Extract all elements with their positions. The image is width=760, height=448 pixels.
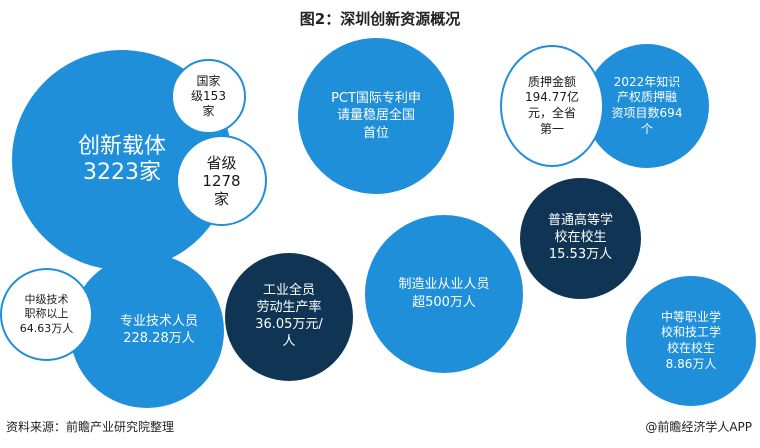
bubble-provincial-level: 省级 1278 家 (176, 135, 267, 226)
bubble-innovation-carriers-text: 创新载体 3223家 (77, 133, 166, 185)
bubble-ip-pledge-projects-text: 2022年知识 产权质押融 资项目数694 个 (611, 74, 683, 136)
bubble-industrial-productivity: 工业全员 劳动生产率 36.05万元/ 人 (225, 253, 353, 381)
bubble-pct: PCT国际专利申 请量稳居全国 首位 (298, 38, 454, 194)
bubble-pledge-amount-text: 质押金额 194.77亿 元，全省 第一 (525, 74, 579, 136)
bubble-general-college-students: 普通高等学 校在校生 15.53万人 (520, 178, 641, 299)
diagram-title: 图2：深圳创新资源概况 (299, 10, 461, 28)
bubble-pct-text: PCT国际专利申 请量稳居全国 首位 (331, 90, 421, 141)
bubble-vocational-students-text: 中等职业学 校和技工学 校在校生 8.86万人 (660, 309, 721, 371)
bubble-manufacturing-workers: 制造业从业人员 超500万人 (365, 215, 523, 373)
bubble-professional-tech-text: 专业技术人员 228.28万人 (119, 314, 198, 346)
bubble-vocational-students: 中等职业学 校和技工学 校在校生 8.86万人 (626, 276, 756, 406)
bubble-pledge-amount: 质押金额 194.77亿 元，全省 第一 (500, 45, 604, 167)
bubble-mid-level-tech-text: 中级技术 职称以上 64.63万人 (19, 293, 74, 335)
bubble-provincial-level-text: 省级 1278 家 (202, 153, 241, 208)
bubble-national-level: 国家 级153 家 (171, 59, 246, 134)
bubble-industrial-productivity-text: 工业全员 劳动生产率 36.05万元/ 人 (255, 283, 323, 349)
bubble-mid-level-tech: 中级技术 职称以上 64.63万人 (0, 268, 93, 361)
bubble-professional-tech: 专业技术人员 228.28万人 (70, 254, 224, 408)
source-note: 资料来源：前瞻产业研究院整理 (6, 420, 175, 434)
bubble-ip-pledge-projects: 2022年知识 产权质押融 资项目数694 个 (585, 44, 709, 168)
bubble-manufacturing-workers-text: 制造业从业人员 超500万人 (398, 277, 490, 310)
bubble-general-college-students-text: 普通高等学 校在校生 15.53万人 (547, 213, 613, 262)
brand-watermark: @前瞻经济学人APP (645, 420, 752, 434)
bubble-national-level-text: 国家 级153 家 (191, 74, 226, 118)
